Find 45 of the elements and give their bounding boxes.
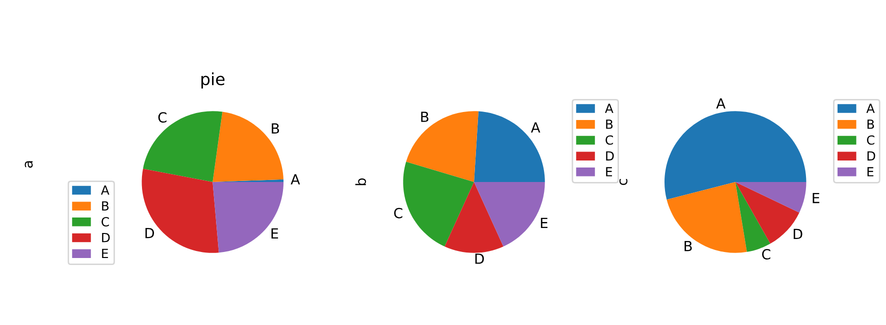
- text: b: [355, 178, 366, 186]
- pie-slice: [212, 112, 284, 182]
- slice-label: D: [145, 228, 154, 238]
- text: a: [24, 161, 33, 168]
- legend-label: C: [102, 217, 109, 226]
- chart-title: pie: [201, 72, 224, 89]
- slice-label: A: [530, 122, 540, 132]
- slice-label: C: [394, 208, 402, 218]
- legend-label: B: [102, 201, 109, 210]
- pie-slice: [444, 182, 504, 253]
- slice-label: D: [794, 228, 802, 240]
- pie-slice: [143, 111, 222, 182]
- legend-label: B: [868, 120, 874, 129]
- slice-label: B: [684, 241, 692, 252]
- legend-label: C: [606, 135, 613, 145]
- pie-slice: [212, 182, 284, 253]
- slice-label: C: [762, 249, 770, 260]
- slice-label: B: [421, 112, 428, 122]
- slice-label: D: [475, 254, 484, 264]
- legend-label: D: [868, 151, 876, 160]
- slice-label: B: [272, 123, 280, 134]
- pie-slice: [666, 182, 747, 253]
- pie-slice: [142, 168, 219, 253]
- legend-label: A: [605, 104, 614, 113]
- slice-label: A: [716, 98, 726, 108]
- slice-label: E: [540, 218, 548, 228]
- legend-label: A: [866, 104, 875, 113]
- pie-slice: [474, 111, 545, 182]
- slice-label: A: [290, 174, 300, 184]
- slice-label: E: [812, 192, 820, 204]
- legend-label: C: [866, 135, 874, 145]
- pie-slice: [735, 182, 806, 213]
- slice-label: E: [272, 228, 278, 238]
- legend-label: E: [102, 248, 108, 258]
- pie-slice: [403, 162, 474, 247]
- legend-label: D: [102, 233, 110, 242]
- legend-label: E: [606, 167, 612, 176]
- slice-label: C: [158, 112, 166, 123]
- legend-label: A: [100, 185, 110, 195]
- pie-slice: [406, 111, 478, 182]
- text: c: [619, 179, 628, 186]
- legend-label: B: [606, 120, 613, 129]
- legend-label: D: [606, 151, 614, 160]
- pie-slice: [664, 111, 806, 200]
- legend-label: E: [868, 167, 874, 176]
